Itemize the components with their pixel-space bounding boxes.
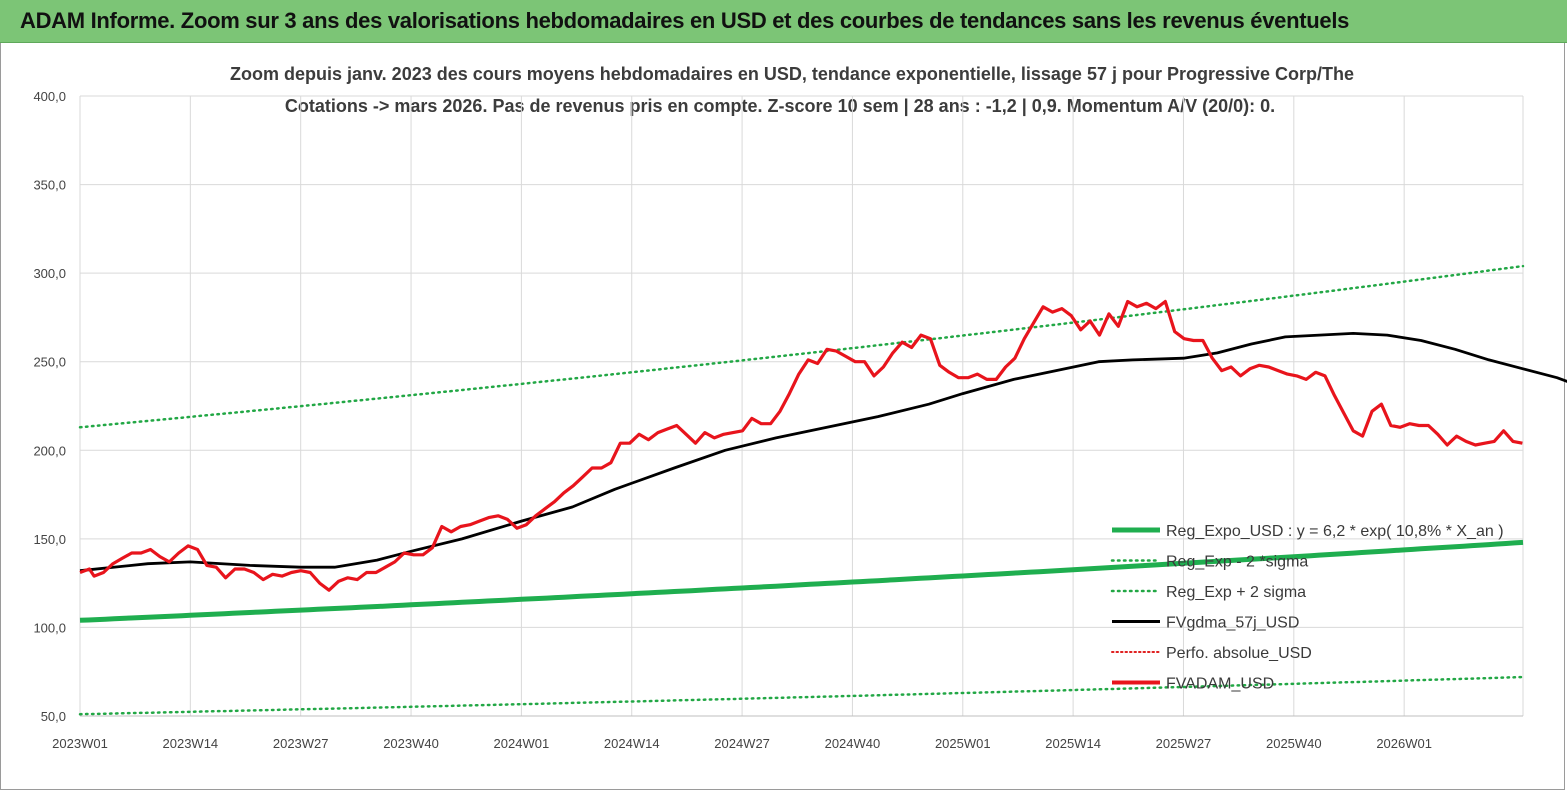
y-tick-label: 150,0 — [33, 532, 66, 547]
y-tick-label: 300,0 — [33, 266, 66, 281]
y-tick-label: 400,0 — [33, 89, 66, 104]
x-axis-ticks: 2023W01 2023W14 2023W27 2023W40 2024W01 2024W… — [52, 736, 1432, 751]
x-tick-label: 2026W01 — [1376, 736, 1432, 751]
legend-item-reg_expo: Reg_Expo_USD : y = 6,2 * exp( 10,8% * X_… — [1112, 523, 1504, 540]
legend-label: Reg_Exp - 2 *sigma — [1166, 554, 1308, 571]
y-tick-label: 350,0 — [33, 178, 66, 193]
x-tick-label: 2024W40 — [825, 736, 881, 751]
x-tick-label: 2023W14 — [163, 736, 219, 751]
header-bar: ADAM Informe. Zoom sur 3 ans des valoris… — [0, 0, 1567, 43]
page-title: ADAM Informe. Zoom sur 3 ans des valoris… — [20, 8, 1350, 33]
x-tick-label: 2025W01 — [935, 736, 991, 751]
y-tick-label: 250,0 — [33, 355, 66, 370]
x-tick-label: 2025W27 — [1156, 736, 1212, 751]
legend-label: Reg_Exp + 2 sigma — [1166, 584, 1306, 601]
series-group — [78, 264, 1567, 716]
x-tick-label: 2024W14 — [604, 736, 660, 751]
legend-label: Perfo. absolue_USD — [1166, 645, 1312, 662]
x-tick-label: 2023W27 — [273, 736, 329, 751]
x-tick-label: 2023W40 — [383, 736, 439, 751]
series-sigma_plus — [78, 264, 1525, 429]
legend-item-fvgdma: FVgdma_57j_USD — [1112, 615, 1299, 632]
y-tick-label: 100,0 — [33, 620, 66, 635]
x-tick-label: 2025W14 — [1045, 736, 1101, 751]
legend-label: FVgdma_57j_USD — [1166, 615, 1299, 632]
legend-item-fvadam: FVADAM_USD — [1112, 676, 1274, 693]
legend-item-perfo: Perfo. absolue_USD — [1111, 645, 1312, 662]
legend-item-sigma_minus: Reg_Exp - 2 *sigma — [1110, 554, 1308, 571]
y-axis-ticks: 50,0 100,0 150,0 200,0 250,0 300,0 350,0 400,0 — [33, 89, 66, 724]
x-tick-label: 2024W27 — [714, 736, 770, 751]
chart-title-line2: Cotations -> mars 2026. Pas de revenus p… — [284, 96, 1276, 116]
y-tick-label: 200,0 — [33, 443, 66, 458]
series-fvadam — [79, 299, 1523, 592]
series-fvgdma — [79, 332, 1567, 573]
legend-label: FVADAM_USD — [1166, 676, 1274, 693]
x-tick-label: 2024W01 — [494, 736, 550, 751]
x-tick-label: 2025W40 — [1266, 736, 1322, 751]
legend: Reg_Expo_USD : y = 6,2 * exp( 10,8% * X_… — [1110, 523, 1504, 693]
series-sigma_minus — [78, 675, 1525, 716]
series-reg_expo — [79, 539, 1524, 623]
y-tick-label: 50,0 — [41, 709, 66, 724]
grid-lines — [79, 95, 1524, 717]
legend-item-sigma_plus: Reg_Exp + 2 sigma — [1110, 584, 1306, 601]
chart-title-line1: Zoom depuis janv. 2023 des cours moyens … — [230, 64, 1355, 84]
line-chart: 50,0100,0150,0200,0250,0300,0350,0400,0 … — [33, 89, 1567, 751]
x-tick-label: 2023W01 — [52, 736, 108, 751]
legend-label: Reg_Expo_USD : y = 6,2 * exp( 10,8% * X_… — [1166, 523, 1504, 540]
